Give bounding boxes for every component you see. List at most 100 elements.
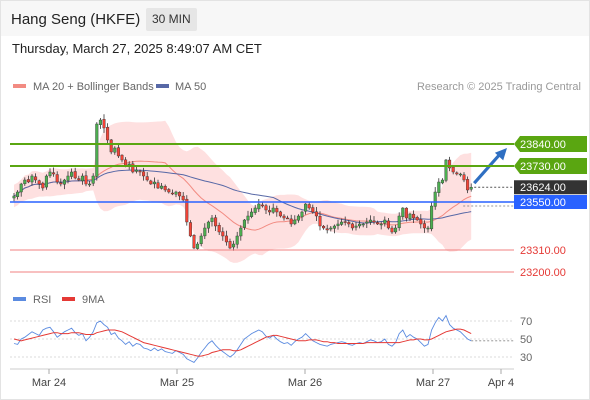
candle-body (232, 243, 236, 248)
rsi-legend-swatch (13, 297, 26, 301)
candle (444, 158, 448, 183)
candle (152, 177, 156, 189)
candle (188, 220, 192, 238)
candle (289, 214, 293, 227)
candle (257, 198, 261, 213)
candle (412, 210, 416, 224)
candle (77, 175, 81, 182)
candle-body (106, 127, 110, 141)
candle-body (152, 181, 156, 185)
candle-body (224, 235, 228, 243)
candle-body (322, 225, 326, 229)
candle-body (300, 211, 304, 218)
candle-body (116, 147, 120, 157)
level-label-23550.00: 23550.00 (520, 197, 566, 209)
candle-body (329, 227, 333, 230)
rsi-tick-label: 70 (520, 316, 532, 328)
candle (322, 224, 326, 230)
candle-body (264, 205, 268, 211)
forecast-arrowhead (494, 148, 507, 161)
candle (397, 212, 401, 231)
candle-body (368, 219, 372, 223)
key-levels: 23840.00 23730.00 23624.00 23550.00 23310.00… (10, 136, 587, 279)
candle-body (84, 175, 88, 185)
level-label-23310.00: 23310.00 (520, 245, 566, 257)
candle-body (37, 180, 41, 185)
candle-body (59, 182, 63, 185)
candle (390, 225, 394, 234)
candle (221, 227, 225, 241)
candle (84, 170, 88, 187)
candle (88, 181, 92, 187)
candle-body (102, 119, 106, 129)
candle (361, 222, 365, 228)
candle (163, 184, 167, 193)
rsi-legend-label: RSI (33, 294, 51, 306)
candle-body (286, 217, 290, 220)
candle-body (41, 182, 45, 189)
x-axis: Mar 24 Mar 25 Mar 26 Mar 27 Apr 4 (32, 369, 514, 389)
candle-body (16, 191, 20, 197)
candle-body (466, 179, 470, 191)
level-label-23624.00: 23624.00 (520, 182, 566, 194)
candle (422, 220, 426, 233)
candle-body (239, 227, 243, 237)
candle (203, 223, 207, 240)
candle (260, 202, 264, 208)
candle (314, 207, 318, 221)
candle-body (394, 227, 398, 233)
candle (437, 178, 441, 197)
candle-body (131, 163, 135, 173)
candle-body (98, 119, 102, 125)
candle-body (336, 223, 340, 226)
ma50-legend-swatch (156, 84, 169, 88)
candle-body (253, 207, 257, 213)
candle (167, 188, 171, 194)
candle-body (142, 171, 146, 177)
candle-body (167, 189, 171, 193)
candle-body (415, 217, 419, 221)
timeframe-button[interactable]: 30 MIN (146, 8, 197, 31)
candle-body (178, 191, 182, 197)
candle-body (412, 213, 416, 219)
candle-body (296, 215, 300, 221)
candle-body (217, 225, 221, 233)
candle-body (347, 222, 351, 225)
candle-body (250, 211, 254, 217)
level-label-23840.00: 23840.00 (520, 139, 566, 151)
candle (19, 182, 23, 197)
candle-body (174, 191, 178, 195)
candle-body (314, 211, 318, 217)
ma50-legend-label: MA 50 (175, 81, 206, 93)
x-tick-label: Mar 24 (32, 377, 66, 389)
candle-body (138, 170, 142, 173)
candle (91, 173, 95, 187)
candle (156, 179, 160, 190)
candle (242, 218, 246, 230)
candle-body (354, 225, 358, 228)
rsi-tick-label: 30 (520, 352, 532, 364)
candle-body (181, 195, 185, 201)
candle (138, 169, 142, 176)
candle (44, 174, 48, 190)
candle-body (185, 198, 189, 223)
candle-body (192, 235, 196, 249)
candle (386, 218, 390, 230)
candle-body (214, 217, 218, 227)
candle (347, 220, 351, 228)
rsi-panel: 70 50 30 (10, 314, 532, 364)
candle (145, 172, 149, 182)
candle (354, 221, 358, 231)
candle (106, 123, 110, 144)
candle (66, 171, 70, 184)
candle (376, 220, 380, 226)
candle (307, 202, 311, 210)
candle-body (257, 203, 261, 210)
candle (34, 173, 38, 183)
candle-body (70, 171, 74, 177)
candle-body (160, 185, 164, 189)
candle (214, 214, 218, 232)
candle-body (408, 213, 412, 220)
ma20-legend-label: MA 20 + Bollinger Bands (33, 81, 154, 93)
